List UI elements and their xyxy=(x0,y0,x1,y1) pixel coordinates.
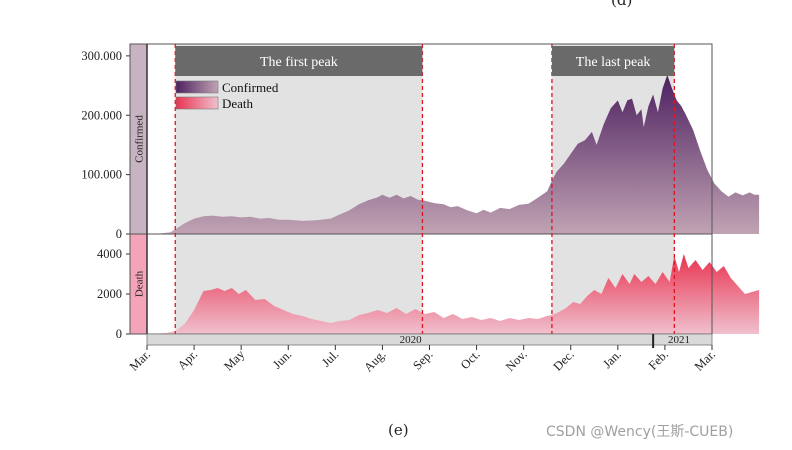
panel-label-e: (e) xyxy=(388,421,409,439)
legend-label-confirmed: Confirmed xyxy=(222,80,279,95)
legend-swatch-confirmed xyxy=(175,80,219,94)
peak-banner-1 xyxy=(175,46,423,76)
xtick-label: Oct. xyxy=(458,347,483,372)
peak-banner-2 xyxy=(551,46,675,76)
year-label: 2020 xyxy=(400,334,423,346)
xtick-label: Nov. xyxy=(503,347,530,374)
year-bar xyxy=(146,333,713,346)
ylabel-confirmed: Confirmed xyxy=(134,115,146,163)
ylabel-strip-confirmed xyxy=(130,44,147,234)
xtick-label: Mar. xyxy=(127,347,153,373)
xtick-label: Jul. xyxy=(319,347,341,369)
legend-label-death: Death xyxy=(222,96,254,111)
ytick-label: 2000 xyxy=(97,287,122,301)
ytick-label: 0 xyxy=(116,227,122,241)
area-confirmed xyxy=(147,74,760,235)
peak-banner-label: The first peak xyxy=(260,55,338,70)
xtick-label: Sep. xyxy=(410,347,435,372)
xtick-label: Jan. xyxy=(600,347,624,371)
xtick-label: May xyxy=(221,347,248,374)
ytick-label: 200.000 xyxy=(81,108,122,122)
xtick-label: Apr. xyxy=(175,347,200,372)
xtick-label: Feb. xyxy=(646,347,671,372)
ylabel-death: Death xyxy=(134,270,146,297)
ylabel-strip-death xyxy=(130,234,147,334)
xtick-label: Dec. xyxy=(551,347,577,373)
ytick-label: 0 xyxy=(116,327,122,341)
peak-banner-label: The last peak xyxy=(576,55,651,70)
ytick-label: 4000 xyxy=(97,247,122,261)
watermark-text: CSDN @Wency(王斯-CUEB) xyxy=(546,424,734,440)
legend-swatch-death xyxy=(175,96,219,110)
ytick-label: 300.000 xyxy=(81,49,122,63)
panel-label-d: (d) xyxy=(611,0,633,9)
xtick-label: Aug. xyxy=(361,347,388,374)
xtick-label: Mar. xyxy=(692,347,718,373)
area-death xyxy=(147,254,760,334)
ytick-label: 100.000 xyxy=(81,168,122,182)
xtick-label: Jun. xyxy=(270,347,294,371)
year-label: 2021 xyxy=(668,334,690,346)
